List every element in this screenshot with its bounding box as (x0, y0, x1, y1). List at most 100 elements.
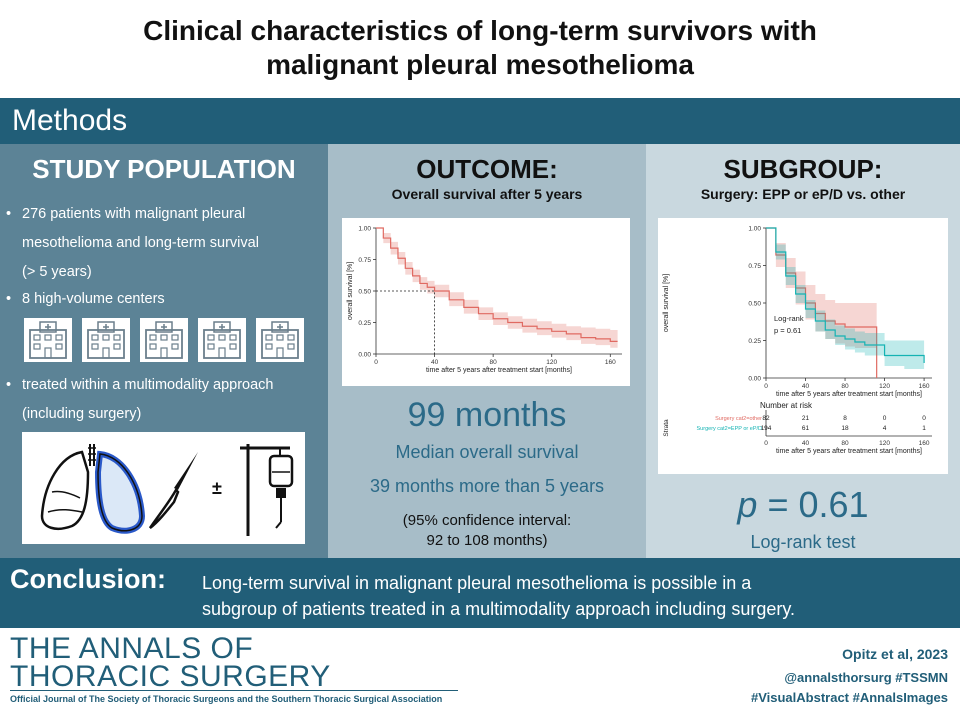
risk-count: 18 (841, 425, 849, 432)
x-tick-label: 40 (802, 383, 810, 390)
risk-row-label: Surgery cat2=EPP or eP/D (697, 426, 763, 432)
confidence-interval-line-2: 92 to 108 months) (426, 532, 548, 549)
x-tick-label: 0 (374, 359, 378, 366)
survival-curve (376, 227, 618, 342)
page-title: Clinical characteristics of long-term su… (0, 0, 960, 96)
plus-minus-symbol: ± (212, 478, 222, 498)
p-value: = 0.61 (767, 484, 869, 525)
conclusion-line-1: Long-term survival in malignant pleural … (202, 573, 752, 593)
journal-name-line-1: THE ANNALS OF (10, 632, 254, 665)
subgroup-panel: SUBGROUP: Surgery: EPP or eP/D vs. other… (646, 144, 960, 558)
km-chart-overall: 0.00 0.25 0.50 0.75 1.00 0 40 80 120 160 time afte… (342, 218, 630, 386)
bullet-dot: • (6, 206, 12, 222)
treatment-illustration: ± (22, 432, 305, 544)
methods-banner: Methods (0, 98, 960, 144)
log-rank-annotation: Log-rank (774, 314, 804, 323)
y-tick-label: 0.75 (748, 263, 761, 270)
study-population-heading: STUDY POPULATION (32, 154, 296, 184)
bullet-text: 276 patients with malignant pleural (22, 206, 246, 222)
twitter-handle[interactable]: @annalsthorsurg #TSSMN (784, 670, 948, 685)
conclusion-line-2: subgroup of patients treated in a multim… (202, 599, 796, 619)
km-chart-subgroup: 0.00 0.25 0.50 0.75 1.00 0 40 80 120 160 time afte… (658, 218, 948, 474)
risk-count: 21 (802, 415, 810, 422)
y-tick-label: 0.25 (748, 338, 761, 345)
hospital-icon (24, 318, 72, 362)
risk-table-tick-label: 120 (879, 440, 890, 447)
x-tick-label: 80 (490, 359, 498, 366)
journal-divider (10, 690, 458, 691)
log-rank-annotation: p = 0.61 (774, 326, 801, 335)
risk-table-title: Number at risk (760, 401, 813, 410)
x-axis-label: time after 5 years after treatment start… (426, 367, 572, 374)
risk-table-tick-label: 160 (919, 440, 930, 447)
conclusion-banner: Conclusion: Long-term survival in malign… (0, 558, 960, 628)
confidence-band (766, 228, 925, 374)
y-tick-label: 0.00 (358, 352, 371, 359)
confidence-band (766, 228, 877, 378)
x-tick-label: 40 (431, 359, 439, 366)
p-value-display: p = 0.61 (646, 484, 960, 526)
km-plot-overall: 0.00 0.25 0.50 0.75 1.00 0 40 80 120 160 time afte… (347, 226, 622, 374)
survival-curve (766, 227, 925, 363)
y-tick-label: 0.50 (748, 301, 761, 308)
survival-gain-text: 39 months more than 5 years (369, 476, 605, 496)
footer: THE ANNALS OF THORACIC SURGERY Official … (0, 628, 960, 720)
hashtags[interactable]: #VisualAbstract #AnnalsImages (750, 690, 948, 705)
outcome-subheading: Overall survival after 5 years (391, 186, 583, 202)
title-line-2: malignant pleural mesothelioma (266, 49, 694, 80)
x-tick-label: 160 (605, 359, 616, 366)
lungs-icon (40, 444, 146, 534)
y-axis-label: overall survival [%] (663, 274, 670, 332)
risk-table-tick-label: 0 (764, 440, 768, 447)
y-tick-label: 0.25 (358, 320, 371, 327)
risk-count: 1 (922, 425, 926, 432)
hospital-icon (256, 318, 304, 362)
bullet-dot: • (6, 291, 12, 307)
outcome-heading: OUTCOME: (416, 154, 558, 184)
subgroup-subheading: Surgery: EPP or eP/D vs. other (700, 186, 906, 202)
scalpel-icon (148, 452, 198, 529)
risk-table-tick-label: 40 (802, 440, 810, 447)
citation: Opitz et al, 2023 (842, 646, 948, 662)
x-tick-label: 120 (879, 383, 890, 390)
bullet-dot: • (6, 377, 12, 393)
y-tick-label: 0.00 (748, 376, 761, 383)
methods-label: Methods (12, 104, 128, 137)
risk-row-label: Surgery cat2=other (715, 416, 762, 422)
log-rank-label: Log-rank test (750, 532, 856, 552)
y-tick-label: 0.50 (358, 289, 371, 296)
risk-table-x-label: time after 5 years after treatment start… (776, 448, 922, 455)
risk-count: 4 (883, 425, 887, 432)
bullet-text: (including surgery) (22, 406, 142, 422)
median-reference-line (376, 290, 435, 354)
iv-drip-icon (240, 444, 294, 536)
hospital-icon (140, 318, 188, 362)
bullet-text: treated within a multimodality approach (22, 377, 274, 393)
hospital-icon (198, 318, 246, 362)
y-tick-label: 1.00 (358, 226, 371, 233)
risk-count: 61 (802, 425, 810, 432)
outcome-panel: OUTCOME: Overall survival after 5 years … (328, 144, 646, 558)
y-tick-label: 1.00 (748, 226, 761, 233)
x-tick-label: 0 (764, 383, 768, 390)
x-tick-label: 160 (919, 383, 930, 390)
strata-label: Strata (663, 419, 670, 437)
risk-count: 8 (843, 415, 847, 422)
x-tick-label: 80 (841, 383, 849, 390)
y-tick-label: 0.75 (358, 257, 371, 264)
risk-count: 0 (922, 415, 926, 422)
bullet-text: mesothelioma and long-term survival (22, 235, 259, 251)
study-population-panel: STUDY POPULATION • 276 patients with mal… (0, 144, 328, 558)
confidence-interval-line-1: (95% confidence interval: (402, 512, 572, 529)
confidence-band (376, 228, 618, 348)
journal-subtitle: Official Journal of The Society of Thora… (10, 694, 443, 704)
x-tick-label: 120 (546, 359, 557, 366)
hospital-icon (82, 318, 130, 362)
bullet-text: (> 5 years) (22, 264, 92, 280)
journal-name-line-2: THORACIC SURGERY (10, 660, 331, 693)
x-axis-label: time after 5 years after treatment start… (776, 391, 922, 398)
risk-table-tick-label: 80 (841, 440, 849, 447)
median-survival-value: 99 months (407, 396, 567, 434)
conclusion-text: Long-term survival in malignant pleural … (202, 570, 952, 622)
